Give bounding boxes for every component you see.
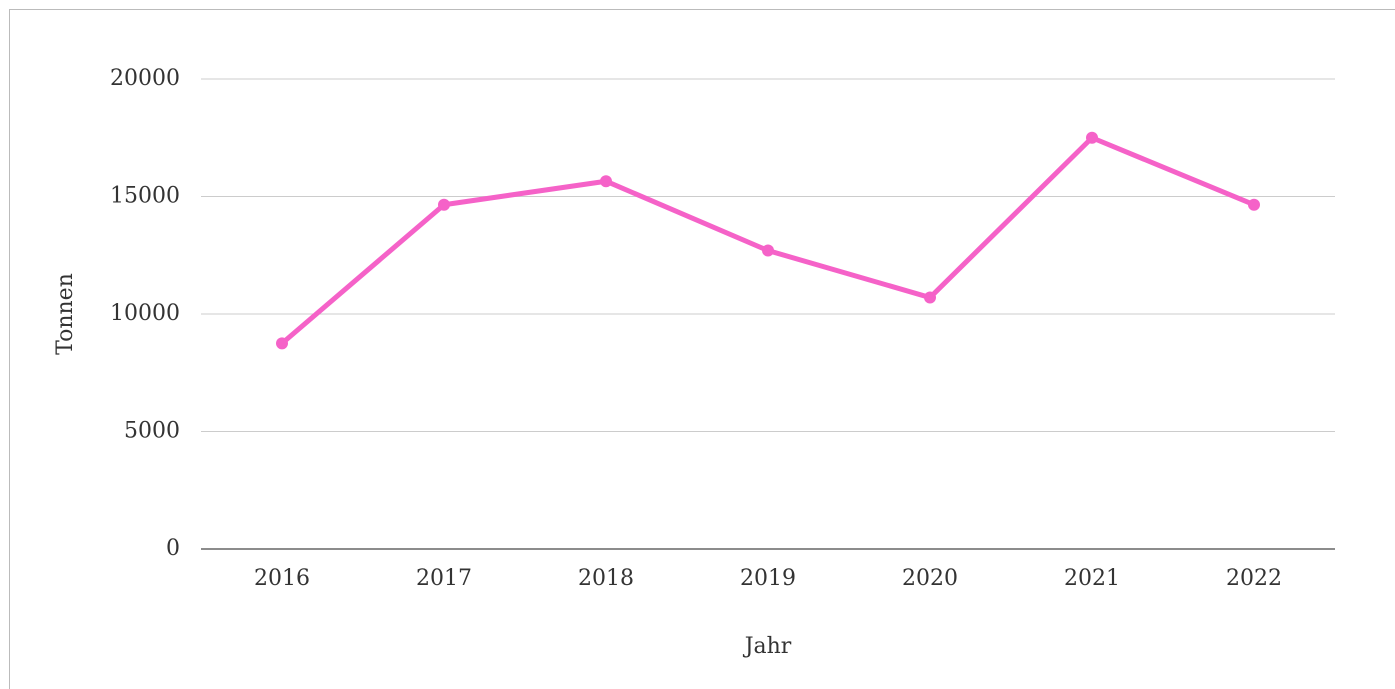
x-tick-label: 2016 [254,566,310,591]
point [600,175,612,188]
y-axis-label: Tonnen [53,273,78,355]
x-tick-label: 2018 [578,566,634,591]
y-tick-label: 15000 [110,184,180,209]
point [1086,131,1098,144]
line [280,135,1255,346]
x-tick-label: 2019 [740,566,796,591]
point [276,337,288,350]
x-axis-label: Jahr [743,634,792,659]
y-tick-label: 10000 [110,301,180,326]
point [762,244,774,257]
y-tick-label: 0 [166,536,180,561]
frame [9,9,1395,689]
x-tick-label: 2020 [902,566,958,591]
point [438,198,450,211]
x-tick-label: 2017 [416,566,472,591]
y-tick-label: 5000 [124,419,180,444]
x-tick-label: 2021 [1064,566,1120,591]
point [924,291,936,304]
point [1248,198,1260,211]
y-tick-label: 20000 [110,66,180,91]
x-tick-label: 2022 [1226,566,1282,591]
